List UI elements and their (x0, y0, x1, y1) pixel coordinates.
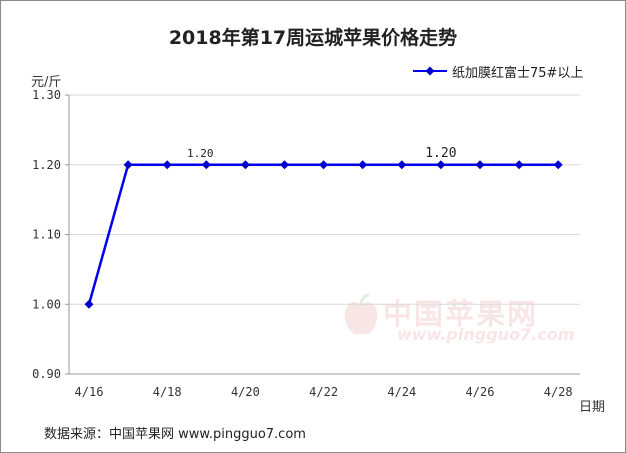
watermark-url: www.pingguo7.com (397, 325, 575, 344)
data-point-marker (162, 160, 172, 170)
x-tick-label: 4/20 (231, 385, 260, 399)
data-label: 1.20 (425, 146, 456, 161)
data-point-marker (319, 160, 329, 170)
x-axis-unit: 日期 (579, 400, 606, 415)
data-point-marker (436, 160, 446, 170)
data-point-marker (84, 299, 94, 309)
data-point-marker (123, 160, 133, 170)
data-point-marker (358, 160, 368, 170)
y-tick-label: 1.00 (32, 297, 61, 311)
x-tick-label: 4/16 (75, 385, 104, 399)
y-tick-label: 1.10 (32, 228, 61, 242)
x-tick-label: 4/26 (466, 385, 495, 399)
apple-logo-icon (344, 293, 378, 335)
data-point-marker (280, 160, 289, 170)
y-tick-label: 1.30 (32, 88, 61, 102)
data-point-marker (553, 160, 563, 170)
watermark-text: 中国苹果网 (383, 297, 539, 331)
y-tick-label: 1.20 (32, 158, 61, 172)
data-label: 1.20 (187, 147, 214, 160)
data-point-marker (201, 160, 211, 170)
legend-label: 纸加膜红富士75#以上 (452, 65, 584, 81)
legend: 纸加膜红富士75#以上 (413, 62, 584, 81)
data-point-marker (514, 160, 524, 170)
x-tick-label: 4/24 (387, 385, 416, 399)
data-point-marker (240, 160, 250, 170)
x-tick-label: 4/28 (544, 385, 573, 399)
data-point-marker (475, 160, 485, 170)
data-source: 数据来源：中国苹果网 www.pingguo7.com (44, 427, 306, 442)
chart-title: 2018年第17周运城苹果价格走势 (168, 27, 458, 49)
legend-line-marker-icon (413, 66, 447, 76)
watermark: 中国苹果网 www.pingguo7.com (341, 291, 575, 351)
x-tick-label: 4/22 (309, 385, 338, 399)
x-tick-label: 4/18 (153, 385, 182, 399)
y-tick-label: 0.90 (32, 367, 61, 381)
data-point-marker (397, 160, 407, 170)
y-axis-unit: 元/斤 (31, 75, 62, 90)
